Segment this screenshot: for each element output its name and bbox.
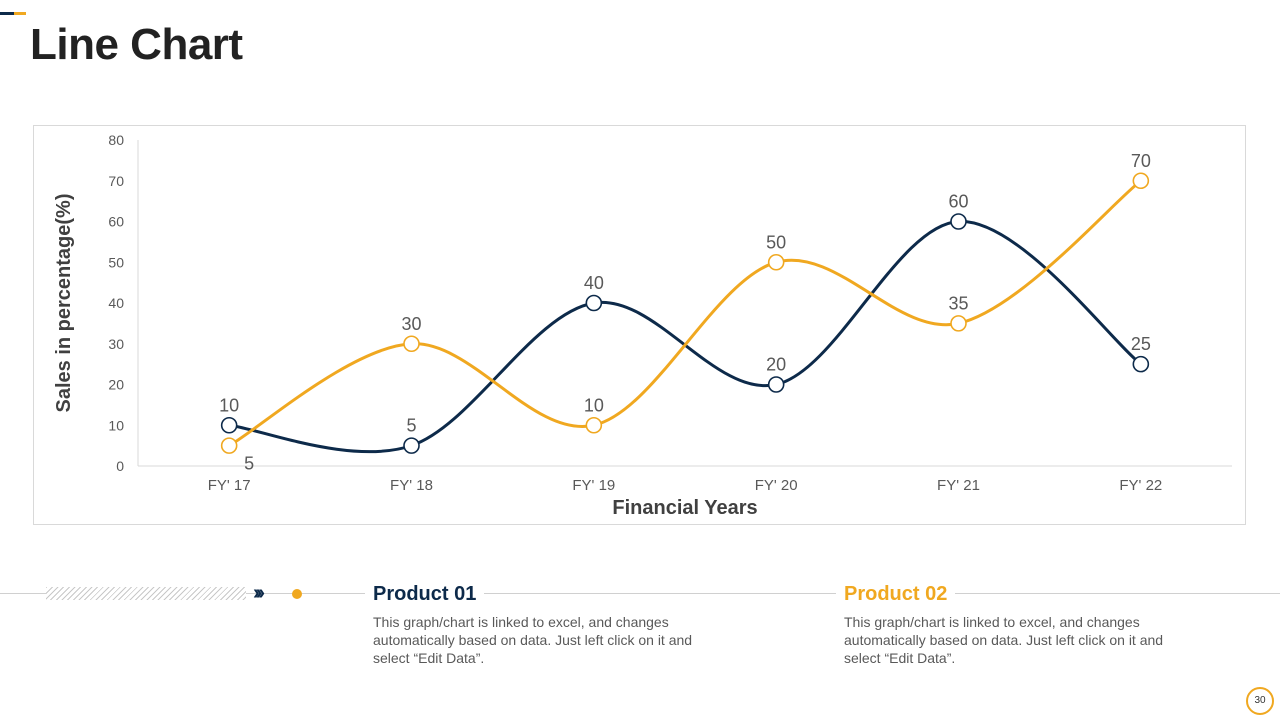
hatch-decoration xyxy=(46,587,246,600)
data-point xyxy=(403,437,420,454)
data-point xyxy=(403,335,420,353)
data-point xyxy=(950,315,967,332)
x-axis-title: Financial Years xyxy=(612,497,757,519)
y-tick-label: 10 xyxy=(108,417,124,433)
data-label: 20 xyxy=(766,355,786,375)
page-title: Line Chart xyxy=(30,20,243,69)
x-tick-label: FY' 22 xyxy=(1119,477,1162,494)
y-tick-label: 50 xyxy=(108,254,124,270)
data-point xyxy=(767,253,785,271)
chevrons-icon: ››› xyxy=(253,582,265,604)
data-label: 70 xyxy=(1131,151,1151,171)
y-tick-label: 30 xyxy=(108,336,124,352)
x-tick-label: FY' 18 xyxy=(390,477,433,494)
data-label: 30 xyxy=(401,314,421,334)
x-tick-label: FY' 17 xyxy=(208,477,251,494)
y-tick-label: 80 xyxy=(108,132,124,148)
data-point xyxy=(585,294,603,312)
corner-accent-navy xyxy=(0,12,14,15)
x-tick-label: FY' 21 xyxy=(937,477,980,494)
x-tick-label: FY' 20 xyxy=(755,477,798,494)
data-point xyxy=(220,437,238,454)
data-point xyxy=(585,416,603,434)
data-label: 60 xyxy=(948,192,968,212)
data-label: 40 xyxy=(584,273,604,293)
dot-icon xyxy=(292,589,302,599)
y-tick-label: 40 xyxy=(108,295,124,311)
x-tick-label: FY' 19 xyxy=(572,477,615,494)
y-tick-label: 0 xyxy=(116,458,124,474)
data-point xyxy=(950,213,967,230)
data-point xyxy=(1132,172,1150,190)
data-point xyxy=(767,376,785,393)
series-line-1 xyxy=(228,219,1142,454)
product-01-title: Product 01 xyxy=(365,583,485,606)
data-point xyxy=(1132,355,1150,373)
data-label: 10 xyxy=(219,395,239,415)
footer-divider xyxy=(0,593,1280,594)
product-02-description: This graph/chart is linked to excel, and… xyxy=(844,614,1164,666)
y-tick-label: 70 xyxy=(108,173,124,189)
line-chart: 0 10 20 30 40 50 60 70 80 FY' 17 FY' 18 FY' 19 FY' 2… xyxy=(53,132,1232,519)
product-02-title: Product 02 xyxy=(836,583,956,606)
series-line-2 xyxy=(228,179,1142,447)
y-tick-label: 20 xyxy=(108,377,124,393)
page-number-badge: 30 xyxy=(1246,687,1274,715)
data-label: 50 xyxy=(766,232,786,252)
data-label: 10 xyxy=(584,395,604,415)
data-label: 35 xyxy=(948,293,968,313)
corner-accent-gold xyxy=(14,12,26,15)
data-point xyxy=(220,416,238,434)
y-tick-label: 60 xyxy=(108,214,124,230)
product-01-description: This graph/chart is linked to excel, and… xyxy=(373,614,693,666)
chart-frame: 0 10 20 30 40 50 60 70 80 FY' 17 FY' 18 FY' 19 FY' 2… xyxy=(33,125,1246,525)
data-label: 5 xyxy=(244,454,254,474)
data-label: 5 xyxy=(406,416,416,436)
y-axis-title: Sales in percentage(%) xyxy=(53,194,75,413)
data-label: 25 xyxy=(1131,334,1151,354)
